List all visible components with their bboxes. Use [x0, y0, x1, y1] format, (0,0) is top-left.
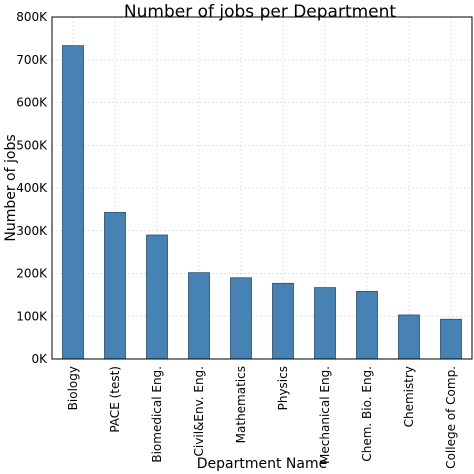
- y-tick-label: 500K: [16, 138, 48, 152]
- y-tick-label: 700K: [16, 53, 48, 67]
- x-axis-label: Department Name: [197, 456, 327, 472]
- bar: [146, 234, 168, 360]
- y-tick-label: 600K: [16, 96, 48, 110]
- bar: [398, 314, 420, 360]
- y-tick-label: 800K: [16, 10, 48, 24]
- x-tick-label: Civil&Env. Eng.: [192, 366, 206, 456]
- bar: [314, 287, 336, 360]
- bar: [188, 272, 210, 360]
- bar: [356, 291, 378, 360]
- x-tick-label: Biomedical Eng.: [150, 366, 164, 463]
- x-tick-label: Biology: [66, 366, 80, 410]
- y-tick-label: 400K: [16, 181, 48, 195]
- x-tick-label: College of Comp.: [444, 366, 458, 469]
- x-tick-label: PACE (test): [108, 366, 122, 433]
- x-tick-label: Chemistry: [402, 366, 416, 427]
- y-tick-label: 200K: [16, 267, 48, 281]
- x-tick-label: Physics: [276, 366, 290, 410]
- y-tick-labels: 0K 100K 200K 300K 400K 500K 600K 700K 800K: [16, 10, 48, 366]
- bar: [62, 45, 84, 360]
- y-tick-label: 100K: [16, 309, 48, 323]
- bar: [230, 277, 252, 360]
- bar: [272, 282, 294, 360]
- chart-title: Number of jobs per Department: [124, 2, 397, 22]
- bar: [440, 318, 462, 360]
- y-tick-label: 300K: [16, 224, 48, 238]
- y-tick-label: 0K: [31, 352, 48, 366]
- y-axis-label: Number of jobs: [3, 134, 19, 241]
- bars: [62, 45, 462, 360]
- plot-frame: [51, 16, 473, 360]
- bar: [104, 211, 126, 360]
- x-tick-labels: Biology PACE (test) Biomedical Eng. Civil&E…: [66, 366, 458, 469]
- x-tick-label: Mechanical Eng.: [318, 366, 332, 464]
- x-tick-label: Chem. Bio. Eng.: [360, 366, 374, 462]
- x-tick-label: Mathematics: [234, 366, 248, 443]
